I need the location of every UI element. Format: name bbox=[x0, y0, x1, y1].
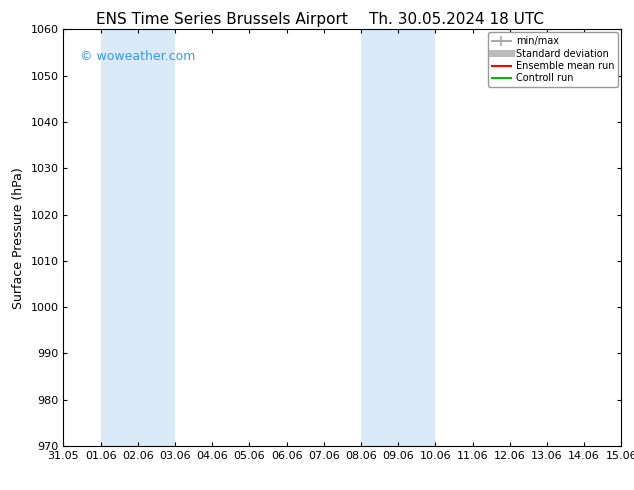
Text: Th. 30.05.2024 18 UTC: Th. 30.05.2024 18 UTC bbox=[369, 12, 544, 27]
Bar bbox=[621, 29, 634, 446]
Text: ENS Time Series Brussels Airport: ENS Time Series Brussels Airport bbox=[96, 12, 348, 27]
Bar bbox=[101, 29, 175, 446]
Text: © woweather.com: © woweather.com bbox=[80, 50, 195, 63]
Legend: min/max, Standard deviation, Ensemble mean run, Controll run: min/max, Standard deviation, Ensemble me… bbox=[488, 32, 618, 87]
Y-axis label: Surface Pressure (hPa): Surface Pressure (hPa) bbox=[12, 167, 25, 309]
Bar bbox=[361, 29, 436, 446]
